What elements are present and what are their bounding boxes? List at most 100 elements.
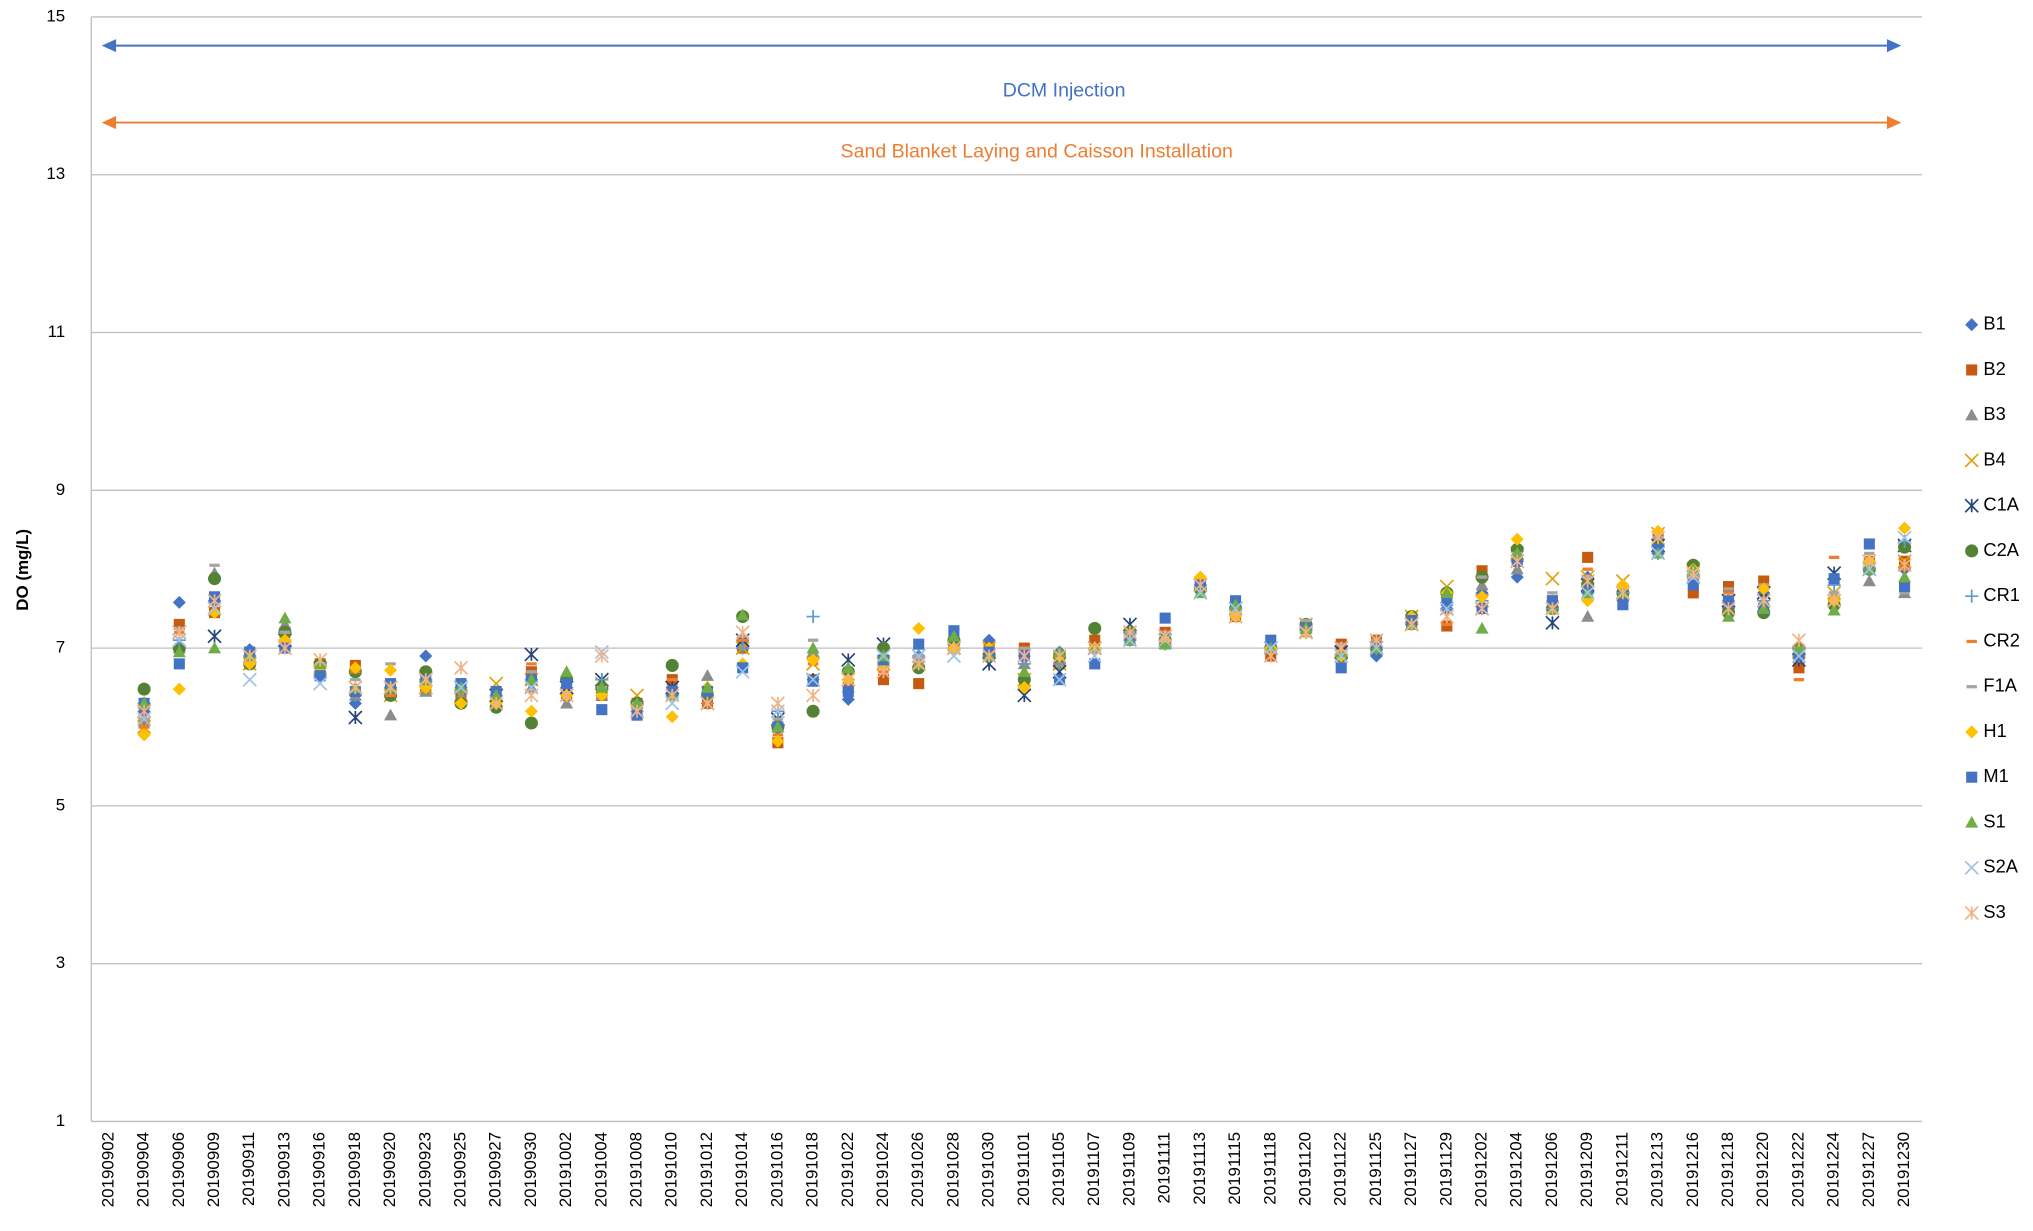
y-tick-label: 13 bbox=[46, 164, 65, 183]
y-tick-label: 7 bbox=[56, 638, 65, 657]
data-point bbox=[1158, 629, 1173, 644]
data-point bbox=[806, 653, 820, 667]
data-point bbox=[1897, 530, 1912, 545]
x-tick-label: 20190909 bbox=[204, 1132, 223, 1207]
legend-label: M1 bbox=[1983, 765, 2008, 786]
data-point bbox=[911, 656, 926, 671]
data-point bbox=[1122, 625, 1138, 640]
data-point bbox=[1793, 662, 1805, 674]
data-point bbox=[384, 708, 398, 721]
x-tick-label: 20191129 bbox=[1436, 1132, 1455, 1206]
data-point bbox=[1546, 595, 1558, 607]
data-point bbox=[877, 674, 890, 686]
data-point bbox=[1159, 612, 1171, 624]
data-point bbox=[1510, 562, 1524, 575]
data-point bbox=[629, 704, 645, 719]
data-point bbox=[172, 645, 186, 658]
x-tick-label: 20191016 bbox=[767, 1132, 786, 1207]
data-point bbox=[1017, 648, 1032, 664]
arrow-head bbox=[101, 39, 117, 53]
data-point bbox=[596, 704, 608, 716]
data-point bbox=[208, 572, 222, 586]
data-point bbox=[735, 664, 750, 679]
data-point bbox=[1862, 554, 1877, 569]
data-point bbox=[1828, 573, 1840, 585]
data-point bbox=[876, 641, 891, 655]
legend-marker bbox=[1964, 498, 1979, 513]
data-point bbox=[172, 625, 187, 640]
x-tick-label: 20191014 bbox=[732, 1132, 751, 1207]
data-point bbox=[1897, 558, 1912, 573]
data-point bbox=[207, 629, 222, 644]
data-point bbox=[524, 647, 539, 662]
arrow-head bbox=[1886, 39, 1902, 53]
data-point bbox=[1335, 662, 1347, 674]
data-point bbox=[560, 696, 574, 709]
x-tick-label: 20191024 bbox=[873, 1132, 892, 1207]
data-point bbox=[1687, 579, 1699, 591]
data-point bbox=[1650, 530, 1666, 545]
data-point bbox=[630, 696, 644, 709]
legend-label: B2 bbox=[1983, 358, 2005, 379]
legend-marker bbox=[1965, 589, 1979, 603]
data-point bbox=[1545, 615, 1560, 630]
x-tick-label: 20191030 bbox=[979, 1132, 998, 1207]
data-point bbox=[735, 625, 750, 640]
data-point bbox=[277, 640, 293, 656]
data-point bbox=[242, 648, 257, 664]
data-point bbox=[1791, 633, 1807, 648]
x-tick-label: 20191220 bbox=[1753, 1132, 1772, 1207]
data-point bbox=[1017, 665, 1031, 677]
data-point bbox=[453, 680, 469, 695]
x-tick-label: 20191002 bbox=[556, 1132, 575, 1207]
data-point bbox=[1089, 658, 1101, 670]
annotation: DCM Injection bbox=[1003, 79, 1126, 101]
data-point bbox=[383, 680, 398, 695]
data-point bbox=[1617, 599, 1629, 611]
x-tick-label: 20191224 bbox=[1824, 1132, 1843, 1207]
data-point bbox=[1158, 637, 1172, 650]
data-point bbox=[841, 672, 856, 687]
data-point bbox=[524, 704, 538, 718]
data-point bbox=[700, 681, 714, 693]
x-tick-label: 20191107 bbox=[1084, 1132, 1103, 1206]
x-tick-label: 20191111 bbox=[1155, 1132, 1174, 1204]
x-tick-label: 20190930 bbox=[521, 1132, 540, 1207]
data-point bbox=[1581, 610, 1595, 622]
data-point bbox=[807, 675, 819, 687]
x-tick-label: 20191125 bbox=[1366, 1132, 1385, 1206]
data-point bbox=[770, 696, 785, 711]
legend-marker bbox=[1964, 905, 1979, 921]
data-point bbox=[1863, 538, 1875, 550]
x-tick-label: 20191227 bbox=[1859, 1132, 1878, 1207]
x-tick-label: 20191218 bbox=[1718, 1132, 1737, 1207]
x-tick-label: 20190927 bbox=[486, 1132, 505, 1207]
data-point bbox=[736, 641, 750, 655]
x-tick-label: 20191202 bbox=[1472, 1132, 1491, 1207]
data-point bbox=[805, 672, 821, 687]
data-point bbox=[913, 678, 925, 690]
data-point bbox=[913, 638, 925, 650]
legend-marker bbox=[1965, 815, 1979, 828]
legend-label: S1 bbox=[1983, 810, 2005, 831]
data-point bbox=[1228, 609, 1243, 624]
x-tick-label: 20191018 bbox=[803, 1132, 822, 1207]
data-point bbox=[524, 716, 538, 730]
data-point bbox=[560, 665, 574, 677]
data-point bbox=[1686, 566, 1701, 581]
x-tick-label: 20191105 bbox=[1049, 1132, 1068, 1206]
data-point bbox=[348, 680, 363, 695]
legend-marker bbox=[1964, 453, 1979, 468]
data-point bbox=[981, 648, 997, 664]
data-point bbox=[1439, 609, 1454, 624]
data-point bbox=[208, 606, 222, 620]
data-point bbox=[594, 648, 609, 664]
data-point bbox=[313, 652, 328, 668]
x-tick-label: 20191026 bbox=[908, 1132, 927, 1207]
legend-marker bbox=[1965, 544, 1979, 558]
data-point bbox=[771, 720, 785, 733]
x-tick-label: 20190918 bbox=[345, 1132, 364, 1207]
data-point bbox=[1017, 681, 1031, 695]
data-point bbox=[1193, 577, 1208, 593]
